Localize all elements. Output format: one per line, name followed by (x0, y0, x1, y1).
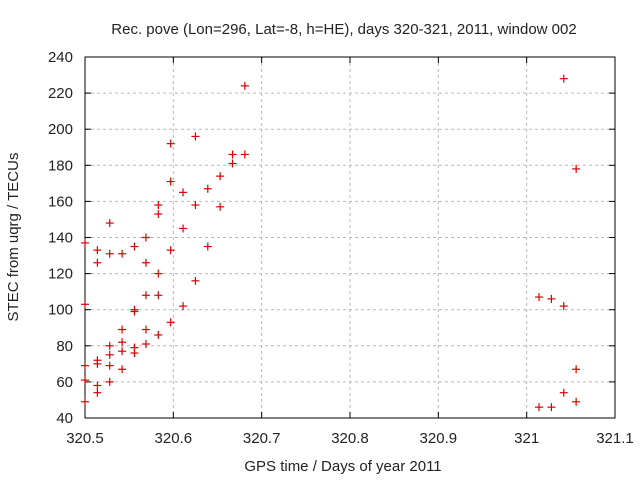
data-point (154, 210, 163, 219)
data-point (118, 365, 127, 374)
y-tick-label: 200 (48, 121, 73, 138)
data-point (93, 246, 102, 255)
data-point (105, 350, 114, 359)
x-tick-label: 320.5 (66, 430, 104, 447)
data-point (93, 258, 102, 267)
data-point (179, 188, 188, 197)
data-point (81, 397, 89, 406)
data-point (81, 300, 89, 309)
y-tick-label: 100 (48, 302, 73, 319)
data-point (535, 293, 544, 302)
data-point (559, 388, 568, 397)
data-point (81, 361, 89, 370)
data-point (130, 242, 139, 251)
x-axis-label: GPS time / Days of year 2011 (244, 458, 441, 475)
data-points (81, 74, 581, 412)
y-tick-label: 120 (48, 266, 73, 283)
data-point (240, 81, 249, 90)
data-point (81, 238, 89, 247)
data-point (154, 201, 163, 210)
data-point (166, 246, 175, 255)
y-tick-labels: 40 60 80 100 120 140 160 180 200 220 240 (48, 49, 73, 427)
data-point (105, 361, 114, 370)
data-point (572, 397, 581, 406)
y-tick-label: 160 (48, 193, 73, 210)
y-tick-label: 240 (48, 49, 73, 66)
data-point (216, 202, 225, 211)
x-tick-label: 320.8 (331, 430, 369, 447)
data-point (228, 150, 237, 159)
data-point (240, 150, 249, 159)
data-point (154, 269, 163, 278)
data-point (93, 356, 102, 365)
data-point (141, 325, 150, 334)
data-point (572, 365, 581, 374)
data-point (141, 233, 150, 242)
data-point (572, 164, 581, 173)
data-point (105, 377, 114, 386)
data-point (93, 388, 102, 397)
x-tick-label: 321.1 (596, 430, 634, 447)
data-point (535, 403, 544, 412)
data-point (559, 302, 568, 311)
data-point (118, 347, 127, 356)
y-tick-label: 140 (48, 230, 73, 247)
data-point (216, 172, 225, 181)
x-tick-label: 320.7 (243, 430, 281, 447)
data-point (191, 132, 200, 141)
grid-lines (85, 57, 615, 418)
data-point (118, 338, 127, 347)
data-point (105, 219, 114, 228)
data-point (166, 318, 175, 327)
data-point (141, 339, 150, 348)
chart-title: Rec. pove (Lon=296, Lat=-8, h=HE), days … (111, 21, 576, 38)
y-axis-label: STEC from uqrg / TECUs (5, 153, 22, 322)
data-point (166, 177, 175, 186)
data-point (154, 291, 163, 300)
data-point (105, 341, 114, 350)
data-point (154, 330, 163, 339)
data-point (130, 343, 139, 352)
data-point (228, 159, 237, 168)
data-point (118, 325, 127, 334)
data-point (93, 381, 102, 390)
y-tick-label: 80 (56, 338, 73, 355)
data-point (118, 249, 127, 258)
x-tick-label: 320.9 (420, 430, 458, 447)
data-point (559, 74, 568, 83)
y-tick-label: 40 (56, 410, 73, 427)
x-tick-labels: 320.5 320.6 320.7 320.8 320.9 321 321.1 (66, 430, 634, 447)
x-tick-label: 320.6 (155, 430, 193, 447)
data-point (141, 258, 150, 267)
y-tick-label: 220 (48, 85, 73, 102)
data-point (179, 302, 188, 311)
data-point (179, 224, 188, 233)
data-point (203, 184, 212, 193)
data-point (191, 276, 200, 285)
data-point (547, 294, 556, 303)
data-point (191, 201, 200, 210)
y-tick-label: 60 (56, 374, 73, 391)
data-point (166, 139, 175, 148)
axis-ticks (84, 56, 616, 419)
y-tick-label: 180 (48, 157, 73, 174)
data-point (130, 305, 139, 314)
data-point (547, 403, 556, 412)
x-tick-label: 321 (514, 430, 539, 447)
data-point (141, 291, 150, 300)
data-point (203, 242, 212, 251)
data-point (81, 376, 89, 385)
data-point (105, 249, 114, 258)
